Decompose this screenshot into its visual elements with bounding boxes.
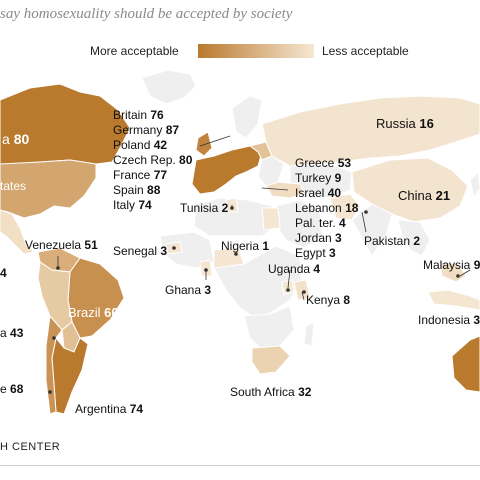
label-pakistan: Pakistan 2 (364, 234, 421, 248)
legend-more-label: More acceptable (90, 44, 179, 58)
europe-row-1: Germany 87 (113, 123, 180, 137)
label-mexico: 4 (0, 266, 7, 280)
europe-row-4: France 77 (113, 168, 168, 182)
europe-leader (199, 135, 231, 147)
label-south-africa: South Africa 32 (230, 385, 312, 399)
label-nigeria: Nigeria 1 (221, 239, 270, 253)
mideast-row-6: Egypt 3 (295, 246, 336, 260)
europe-row-3: Czech Rep. 80 (113, 153, 193, 167)
mideast-leader (261, 187, 289, 191)
uganda-leader (287, 269, 291, 289)
label-indonesia: Indonesia 3 (418, 313, 480, 327)
legend-gradient (198, 44, 314, 58)
kenya-leader (301, 291, 305, 301)
britain-shape (195, 131, 213, 157)
label-bolivia: a 43 (0, 326, 24, 340)
scandinavia-shape (231, 95, 263, 139)
europe-row-0: Britain 76 (113, 108, 164, 122)
pakistan-leader (361, 211, 367, 233)
europe-row-5: Spain 88 (113, 183, 161, 197)
chile-shape (45, 314, 63, 415)
mideast-row-2: Israel 40 (295, 186, 342, 200)
label-uganda: Uganda 4 (268, 262, 321, 276)
central-africa-shape (213, 245, 303, 321)
mideast-row-4: Pal. ter. 4 (295, 216, 346, 230)
label-senegal: Senegal 3 (113, 244, 168, 258)
japan-shape (469, 170, 480, 200)
kenya-shape (293, 279, 311, 301)
footer-divider (0, 465, 480, 466)
legend-less-label: Less acceptable (322, 44, 409, 58)
malaysia-shape (439, 261, 467, 283)
indonesia-shape (427, 289, 480, 311)
label-argentina: Argentina 74 (75, 402, 144, 416)
map-title: say homosexuality should be accepted by … (0, 6, 293, 22)
australia-shape (451, 335, 480, 393)
label-canada: a 80 (2, 131, 30, 147)
canada-shape (0, 83, 131, 165)
india-shape (351, 203, 393, 257)
andes-shape (37, 261, 73, 331)
leader-dots (48, 206, 460, 394)
leader-lines (57, 135, 471, 301)
mideast-row-0: Greece 53 (295, 156, 352, 170)
europe-value-list: Britain 76 Germany 87 Poland 42 Czech Re… (113, 108, 192, 213)
west-europe-shape (191, 145, 263, 195)
mideast-value-list: Greece 53 Turkey 9 Israel 40 Lebanon 18 … (295, 156, 358, 261)
china-shape (351, 157, 469, 223)
us-shape (0, 159, 97, 219)
madagascar-shape (303, 321, 315, 347)
mideast-row-5: Jordan 3 (295, 231, 342, 245)
label-ghana: Ghana 3 (165, 283, 212, 297)
label-venezuela: Venezuela 51 (25, 238, 98, 252)
egypt-shape (261, 207, 281, 231)
label-kenya: Kenya 8 (306, 293, 351, 307)
label-russia: Russia 16 (376, 116, 434, 131)
label-malaysia: Malaysia 9 (423, 258, 480, 272)
label-us: tates (0, 179, 27, 193)
label-brazil: Brazil 60 (68, 305, 119, 320)
europe-row-6: Italy 74 (113, 198, 152, 212)
pakistan-shape (329, 193, 361, 221)
mideast-row-1: Turkey 9 (295, 171, 342, 185)
russia-shape (261, 95, 480, 167)
southern-africa-shape (243, 305, 295, 351)
label-china: China 21 (398, 188, 451, 203)
source-credit: H CENTER (0, 441, 61, 453)
se-asia-shape (397, 219, 431, 257)
mideast-row-3: Lebanon 18 (295, 201, 359, 215)
europe-row-2: Poland 42 (113, 138, 168, 152)
label-chile: e 68 (0, 382, 24, 396)
brazil-shape (67, 257, 125, 339)
mexico-shape (0, 209, 36, 255)
greenland-shape (141, 69, 197, 105)
label-tunisia: Tunisia 2 (180, 201, 229, 215)
south-africa-shape (251, 345, 291, 375)
ghana-shape (199, 259, 213, 277)
malaysia-leader (459, 269, 471, 277)
